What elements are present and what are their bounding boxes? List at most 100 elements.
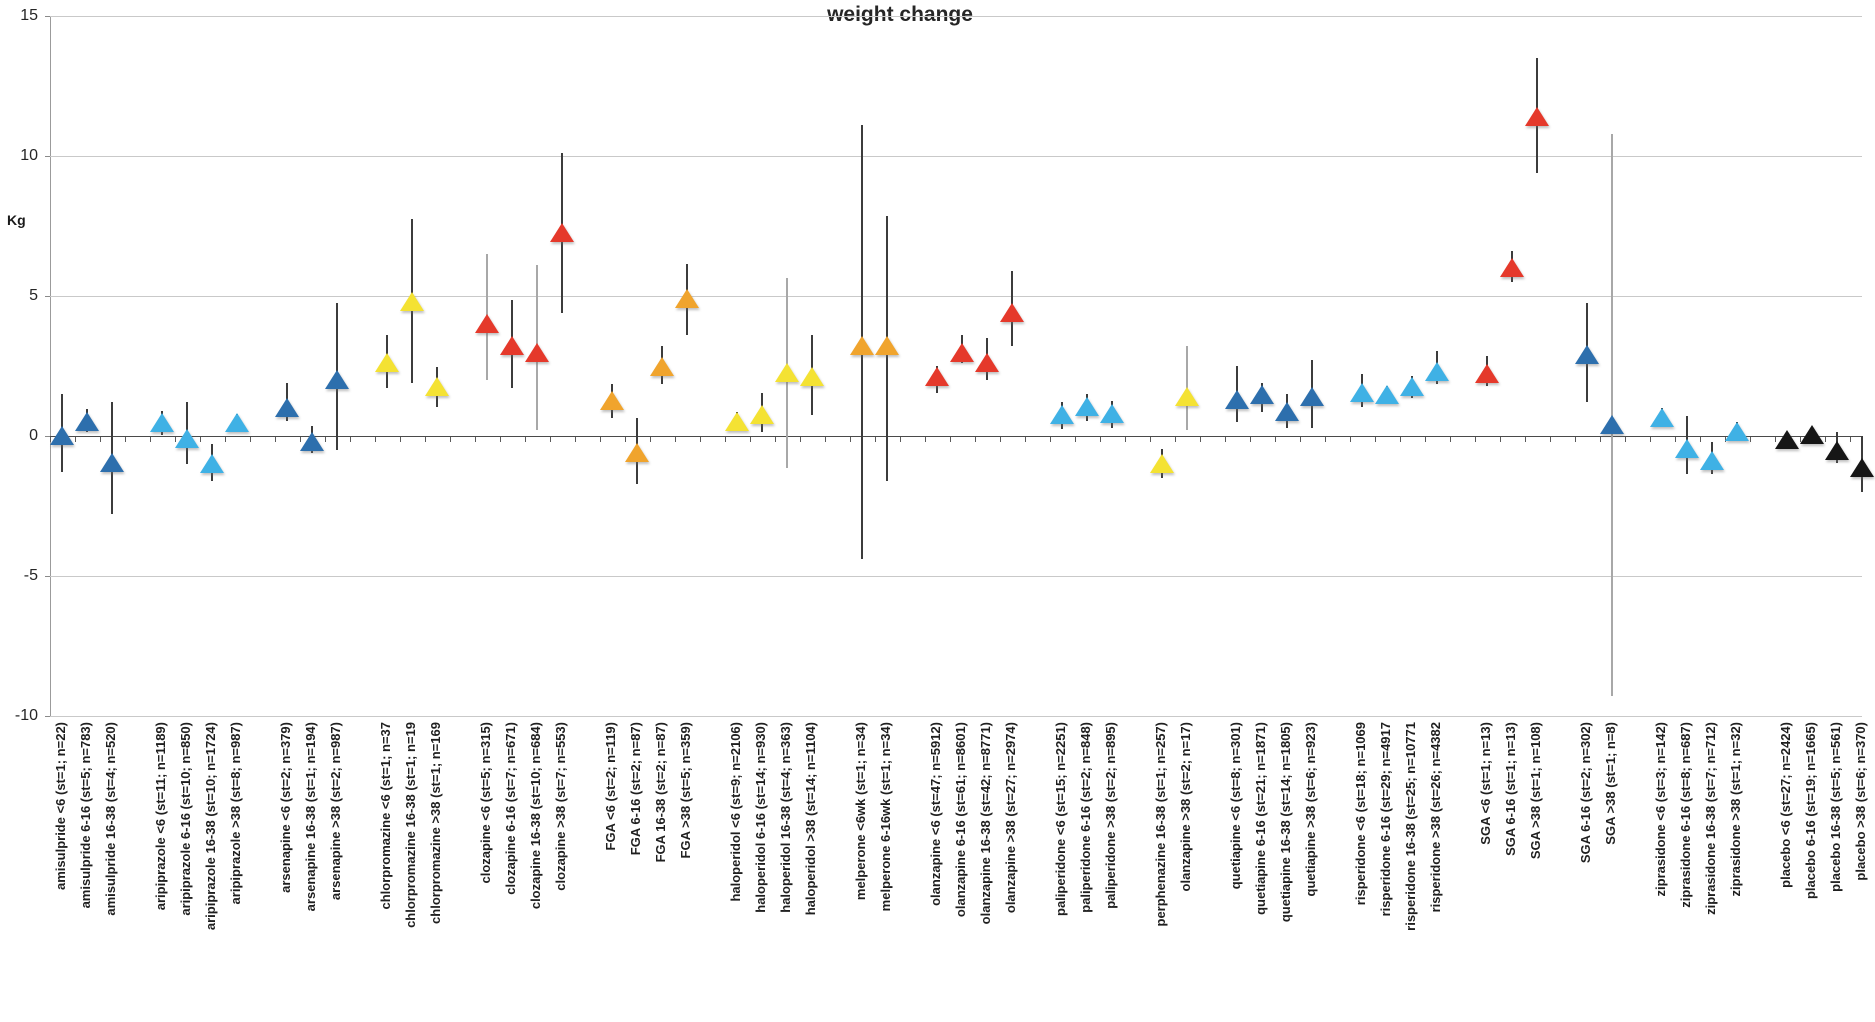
data-point-triangle: [550, 223, 574, 242]
y-axis-tick-label: 0: [29, 427, 38, 444]
x-axis-tick: [900, 437, 901, 442]
x-axis-label: quetiapine <6 (st=8; n=301): [1228, 722, 1243, 890]
x-axis-label: arsenapine <6 (st=2; n=379): [278, 722, 293, 893]
x-axis-label: amisulpride 16-38 (st=4; n=520): [103, 722, 118, 916]
data-point-triangle: [1075, 396, 1099, 416]
x-axis-tick: [1100, 437, 1101, 442]
y-axis-tick: [45, 16, 50, 17]
data-point-triangle: [650, 357, 674, 377]
x-axis-label: arsenapine >38 (st=2; n=987): [328, 722, 343, 901]
x-axis-label: risperidone <6 (st=18; n=1069: [1353, 722, 1368, 906]
x-axis-tick: [225, 437, 226, 442]
x-axis-tick: [1275, 437, 1276, 442]
x-axis-tick: [1825, 437, 1826, 442]
data-point-triangle: [500, 336, 524, 356]
data-point-triangle: [1350, 382, 1374, 402]
x-axis-label: quetiapine >38 (st=6; n=923): [1303, 722, 1318, 897]
data-point-triangle: [1250, 385, 1274, 405]
x-axis-label: FGA 6-16 (st=2; n=87): [628, 722, 643, 856]
y-axis-line: [50, 16, 51, 717]
y-axis-tick: [45, 436, 50, 437]
x-axis-label: perphenazine 16-38 (st=1; n=257): [1153, 722, 1168, 927]
h-gridline: [50, 296, 1862, 297]
h-gridline: [50, 16, 1862, 17]
data-point-triangle: [1575, 344, 1599, 364]
x-axis-label: SGA <6 (st=1; n=13): [1478, 722, 1493, 845]
x-axis-tick: [925, 437, 926, 442]
x-axis-tick: [950, 437, 951, 442]
data-point-triangle: [300, 431, 324, 451]
data-point-triangle: [625, 442, 649, 462]
data-point-triangle: [1100, 403, 1124, 423]
x-axis-label: placebo >38 (st=6; n=370): [1853, 722, 1868, 881]
data-point-triangle: [1600, 414, 1624, 434]
data-point-triangle: [875, 336, 899, 356]
x-axis-tick: [825, 437, 826, 442]
x-axis-tick: [275, 437, 276, 442]
x-axis-label: olanzapine >38 (st=27; n=2974): [1003, 722, 1018, 914]
x-axis-tick: [1375, 437, 1376, 442]
y-axis-unit-label: Kg: [7, 212, 26, 228]
x-axis-tick: [1425, 437, 1426, 442]
x-axis-tick: [400, 437, 401, 442]
x-axis-tick: [1500, 437, 1501, 442]
x-axis-label: olanzapine <6 (st=47; n=5912): [928, 722, 943, 906]
x-axis-tick: [1850, 437, 1851, 442]
x-axis-label: arsenapine 16-38 (st=1; n=194): [303, 722, 318, 912]
data-point-triangle: [1650, 407, 1674, 427]
data-point-triangle: [775, 363, 799, 382]
x-axis-label: aripiprazole 6-16 (st=10; n=850): [178, 722, 193, 916]
data-point-triangle: [225, 413, 249, 433]
x-axis-label: quetiapine 16-38 (st=14; n=1805): [1278, 722, 1293, 923]
x-axis-line: [50, 436, 1862, 437]
x-axis-label: haloperidol >38 (st=14; n=1104): [803, 722, 818, 916]
x-axis-tick: [125, 437, 126, 442]
data-point-triangle: [1150, 454, 1174, 473]
x-axis-label: ziprasidone >38 (st=1; n=32): [1728, 722, 1743, 897]
x-axis-tick: [1075, 437, 1076, 442]
x-axis-tick: [1475, 437, 1476, 442]
data-point-triangle: [850, 336, 874, 356]
x-axis-tick: [675, 437, 676, 442]
x-axis-label: FGA <6 (st=2; n=119): [603, 722, 618, 851]
data-point-triangle: [1800, 424, 1824, 444]
x-axis-label: melperone <6wk (st=1; n=34): [853, 722, 868, 901]
x-axis-tick: [1000, 437, 1001, 442]
x-axis-tick: [625, 437, 626, 442]
x-axis-tick: [1025, 437, 1026, 442]
x-axis-label: chlorpromazine >38 (st=1; n=169: [428, 722, 443, 924]
data-point-triangle: [50, 426, 74, 445]
data-point-triangle: [75, 412, 99, 431]
data-point-triangle: [1475, 364, 1499, 384]
data-point-triangle: [175, 428, 199, 448]
x-axis-tick: [75, 437, 76, 442]
x-axis-label: clozapine 16-38 (st=10; n=684): [528, 722, 543, 910]
data-point-triangle: [375, 353, 399, 373]
y-axis-tick-label: -5: [23, 567, 38, 584]
y-axis-tick: [45, 296, 50, 297]
x-axis-tick: [150, 437, 151, 442]
x-axis-label: quetiapine 6-16 (st=21; n=1871): [1253, 722, 1268, 915]
x-axis-tick: [475, 437, 476, 442]
x-axis-tick: [1350, 437, 1351, 442]
data-point-triangle: [425, 377, 449, 396]
data-point-triangle: [1725, 421, 1749, 441]
data-point-triangle: [525, 343, 549, 363]
x-axis-tick: [1450, 437, 1451, 442]
x-axis-tick: [1250, 437, 1251, 442]
data-point-triangle: [1700, 451, 1724, 471]
data-point-triangle: [100, 452, 124, 472]
x-axis-tick: [550, 437, 551, 442]
x-axis-tick: [650, 437, 651, 442]
x-axis-tick: [1750, 437, 1751, 442]
y-axis-tick: [45, 576, 50, 577]
data-point-triangle: [1300, 386, 1324, 406]
x-axis-tick: [1550, 437, 1551, 442]
x-axis-tick: [1125, 437, 1126, 442]
x-axis-tick: [325, 437, 326, 442]
x-axis-label: olanzapine 6-16 (st=61; n=8601): [953, 722, 968, 918]
data-point-triangle: [975, 353, 999, 373]
x-axis-label: risperidone 6-16 (st=29; n=4917: [1378, 722, 1393, 917]
data-point-triangle: [1775, 430, 1799, 450]
data-point-triangle: [275, 398, 299, 417]
